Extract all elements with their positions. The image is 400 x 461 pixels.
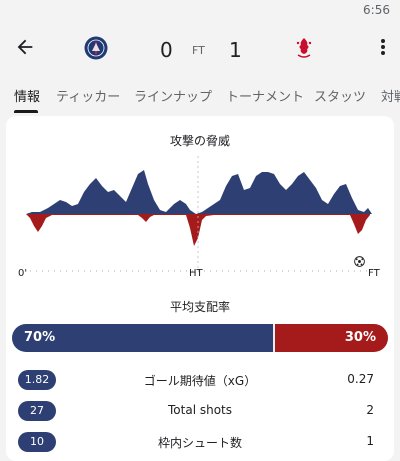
status-bar: 6:56 (0, 0, 400, 24)
home-threat-area (26, 170, 372, 214)
stat-label: Total shots (168, 403, 232, 417)
away-threat-area (26, 214, 370, 246)
stat-row-shots-on-target: 10 枠内シュート数 1 (6, 430, 394, 454)
psg-crest-icon (84, 36, 108, 60)
threat-title: 攻撃の脅威 (169, 134, 230, 148)
active-tab-indicator (14, 110, 38, 113)
tab-bar: 情報 ティッカー ラインナップ トーナメント スタッツ 対戦 (0, 84, 400, 114)
away-stat-value: 0.27 (347, 372, 374, 386)
tab-tournament[interactable]: トーナメント (226, 90, 305, 105)
axis-start-label: 0' (18, 268, 28, 279)
home-stat-pill: 10 (18, 432, 56, 452)
tab-ticker[interactable]: ティッカー (56, 90, 121, 105)
tab-info[interactable]: 情報 (14, 90, 41, 105)
back-arrow-icon[interactable] (14, 36, 36, 58)
tab-head-to-head[interactable]: 対戦 (381, 90, 400, 105)
possession-bar: 70% 30% (12, 324, 388, 352)
possession-title: 平均支配率 (169, 300, 230, 314)
tab-stats[interactable]: スタッツ (314, 90, 367, 105)
away-stat-value: 1 (366, 434, 374, 448)
more-options-icon[interactable] (378, 36, 388, 58)
possession-home-label: 70% (24, 330, 56, 345)
home-stat-pill: 27 (18, 401, 56, 421)
status-time: 6:56 (363, 3, 390, 17)
home-stat-pill: 1.82 (18, 370, 56, 390)
away-score: 1 (229, 38, 242, 62)
liverpool-crest-icon (296, 38, 312, 58)
stats-card: 攻撃の脅威 0' HT FT 平均支配率 70% 30% 1.82 ゴール期待値… (6, 116, 394, 461)
tab-lineup[interactable]: ラインナップ (134, 90, 213, 105)
match-status: FT (192, 44, 205, 57)
stat-row-xg: 1.82 ゴール期待値（xG） 0.27 (6, 368, 394, 392)
attack-threat-chart (26, 156, 372, 272)
stat-label: ゴール期待値（xG） (143, 374, 257, 388)
possession-away-fill: 30% (275, 324, 388, 352)
possession-home-fill: 70% (12, 324, 273, 352)
away-stat-value: 2 (366, 403, 374, 417)
home-score: 0 (160, 38, 173, 62)
axis-end-label: FT (368, 268, 380, 279)
axis-half-label: HT (189, 268, 203, 279)
goal-ball-icon (354, 256, 365, 267)
possession-away-label: 30% (344, 330, 376, 345)
match-header: 0 FT 1 (0, 24, 400, 76)
stat-row-total-shots: 27 Total shots 2 (6, 399, 394, 423)
stat-label: 枠内シュート数 (157, 436, 242, 450)
